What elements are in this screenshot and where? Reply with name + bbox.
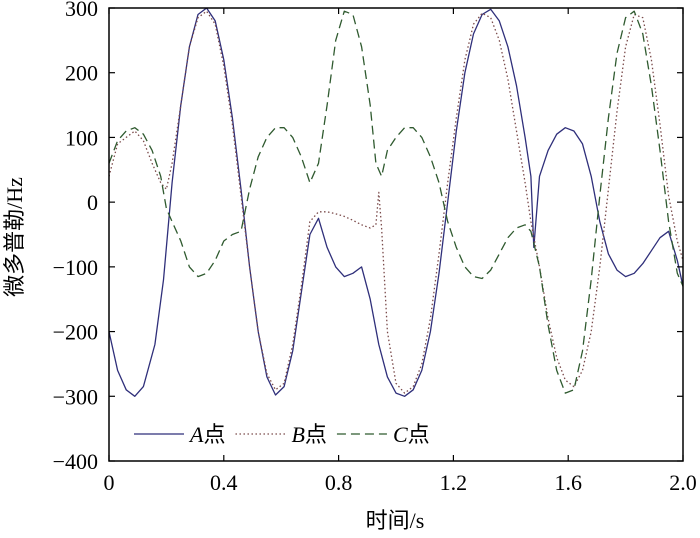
series-line-1 — [109, 10, 683, 394]
legend-label: C点 — [393, 422, 430, 447]
x-tick-label: 1.6 — [554, 470, 582, 495]
x-axis-label: 时间/s — [366, 508, 425, 533]
y-tick-label: 0 — [87, 190, 98, 215]
plot-area — [109, 8, 683, 397]
axes: 0 0.4 0.8 1.2 1.6 2.0 −400 −300 −200 −100 0 100 200 3… — [53, 0, 697, 495]
legend-label: A点 — [188, 422, 225, 447]
series-line-2 — [109, 10, 683, 394]
x-tick-label: 0.8 — [325, 470, 353, 495]
x-tick-label: 0.4 — [210, 470, 238, 495]
y-tick-label: 200 — [65, 61, 98, 86]
y-tick-label: −100 — [53, 255, 98, 280]
series-line-0 — [109, 8, 683, 397]
plot-frame — [108, 7, 684, 462]
y-axis-label: 微多普勒/Hz — [2, 177, 27, 297]
x-tick-label: 1.2 — [440, 470, 468, 495]
y-tick-label: −400 — [53, 449, 98, 474]
legend: A点 B点 C点 — [134, 422, 430, 447]
y-tick-label: 100 — [65, 125, 98, 150]
x-tick-label: 0 — [104, 470, 115, 495]
legend-label: B点 — [291, 422, 326, 447]
y-tick-label: −300 — [53, 384, 98, 409]
y-tick-label: 300 — [65, 0, 98, 21]
x-tick-label: 2.0 — [669, 470, 697, 495]
y-tick-label: −200 — [53, 320, 98, 345]
